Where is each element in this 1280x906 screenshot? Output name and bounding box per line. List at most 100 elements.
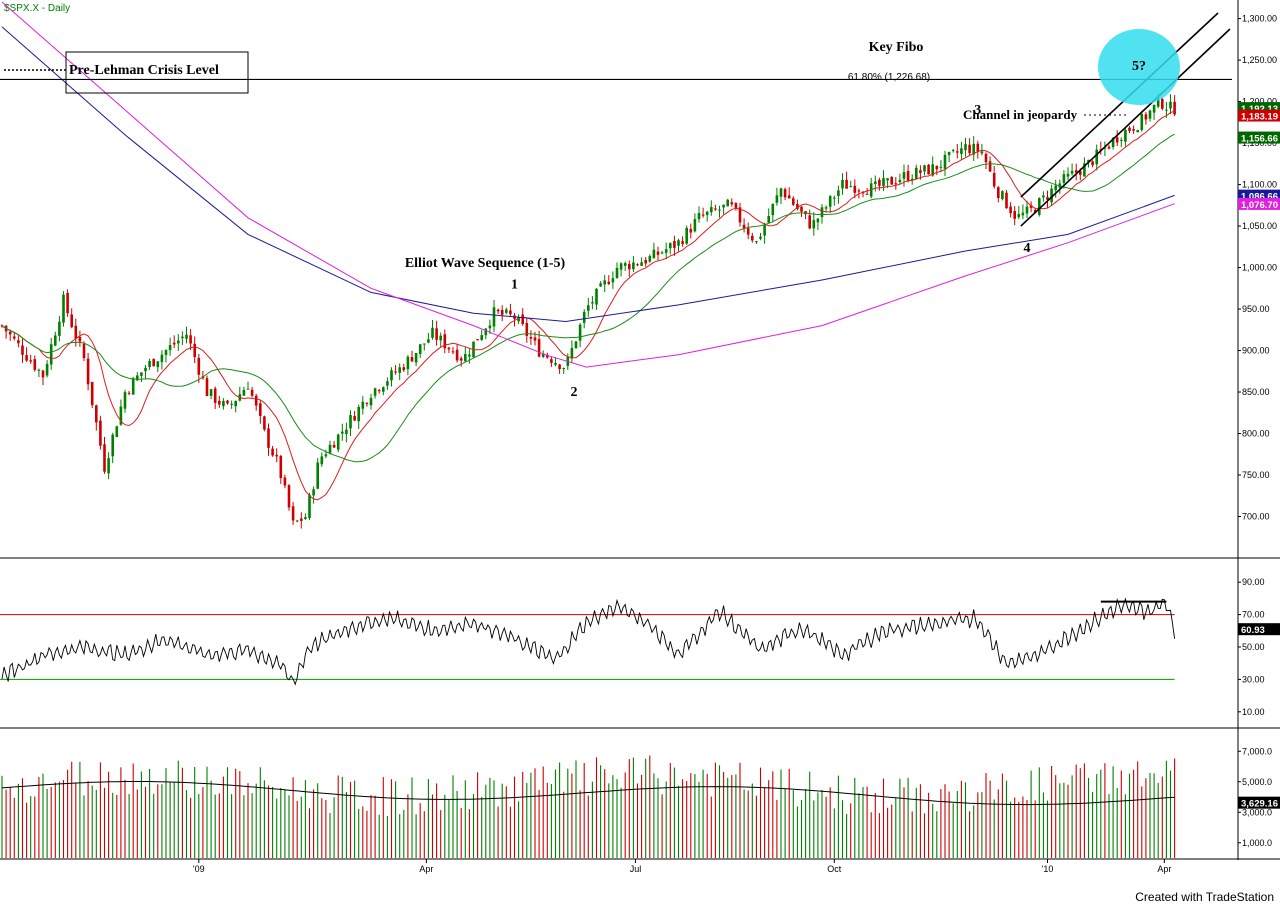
candle-body (1021, 212, 1025, 216)
candle-body (402, 367, 406, 371)
price-tick-label: 800.00 (1242, 429, 1270, 439)
price-tick-label: 1,000.00 (1242, 263, 1277, 273)
candle-body (209, 389, 213, 396)
candle-body (1001, 191, 1004, 200)
rsi-tick-label: 90.00 (1242, 577, 1265, 587)
candle-body (919, 170, 922, 173)
price-tick-label: 900.00 (1242, 346, 1270, 356)
candle-body (849, 186, 852, 188)
candle-body (119, 406, 123, 425)
candle-body (271, 448, 274, 456)
candle-body (541, 353, 545, 357)
candle-body (1066, 173, 1070, 177)
candle-body (17, 340, 20, 344)
candle-body (336, 434, 340, 450)
candle-body (406, 356, 410, 370)
candle-body (1132, 129, 1135, 131)
candle-body (833, 197, 836, 199)
price-tick-label: 700.00 (1242, 512, 1270, 522)
candle-body (148, 360, 151, 368)
candle-body (177, 340, 180, 344)
channel-upper-line (1020, 12, 1219, 198)
candle-body (1033, 209, 1037, 214)
candle-body (968, 144, 971, 154)
candle-body (640, 262, 643, 266)
candle-body (33, 359, 37, 370)
candle-body (193, 343, 196, 358)
candle-body (45, 363, 49, 376)
candle-body (468, 354, 471, 357)
candle-body (554, 362, 557, 365)
candle-body (685, 227, 688, 244)
candle-body (546, 354, 549, 358)
rsi-tick-label: 70.00 (1242, 610, 1265, 620)
candle-body (464, 354, 467, 362)
wave-3-label: 3 (974, 103, 981, 118)
candle-body (484, 328, 488, 336)
candle-body (279, 455, 283, 478)
candle-body (902, 172, 906, 179)
key-fibo-label: Key Fibo (869, 40, 924, 55)
candle-body (1046, 197, 1049, 200)
candle-body (574, 341, 578, 349)
price-tick-label: 1,050.00 (1242, 221, 1277, 231)
candle-body (730, 202, 734, 205)
last-value-label: 1,076.70 (1241, 200, 1278, 211)
candle-body (54, 335, 57, 346)
candle-body (74, 325, 78, 339)
annotations: Key Fibo 61.80% (1,226.68) Pre-Lehman Cris… (0, 12, 1232, 400)
candle-body (775, 195, 779, 203)
candle-body (845, 179, 848, 189)
pre-lehman-label: Pre-Lehman Crisis Level (69, 63, 219, 78)
candle-body (246, 388, 250, 390)
candle-body (1017, 213, 1021, 218)
candle-body (418, 344, 422, 354)
candle-body (365, 403, 369, 405)
candle-body (582, 312, 586, 323)
candle-body (29, 360, 32, 362)
candle-body (345, 429, 348, 435)
candle-body (997, 187, 1000, 198)
candle-body (361, 401, 365, 409)
rsi-last-value-box (1238, 623, 1280, 636)
candle-body (714, 208, 717, 210)
candle-body (250, 389, 254, 396)
volume-panel (1, 755, 1176, 858)
candle-body (312, 489, 315, 496)
moving-averages (1, 1, 1175, 501)
rsi-tick-label: 30.00 (1242, 674, 1265, 684)
volume-last-value-box (1238, 796, 1280, 809)
candle-body (1107, 146, 1111, 149)
candle-body (21, 345, 24, 355)
candle-body (455, 349, 459, 361)
last-value-label: 1,156.66 (1241, 134, 1278, 145)
candle-body (295, 520, 299, 522)
candle-body (144, 367, 147, 372)
candle-body (324, 454, 328, 457)
candle-body (726, 199, 729, 207)
candle-body (1124, 129, 1127, 142)
candle-body (78, 336, 82, 342)
candle-body (189, 335, 192, 344)
candle-body (697, 213, 701, 220)
candle-body (386, 381, 389, 386)
candle-body (599, 283, 602, 287)
candle-body (254, 395, 258, 406)
candle-body (181, 336, 184, 339)
candle-body (718, 209, 721, 211)
time-tick-label: Apr (419, 864, 433, 874)
candle-body (947, 151, 951, 156)
candle-body (66, 293, 69, 314)
candle-body (488, 325, 492, 329)
candle-body (980, 151, 984, 154)
candle-body (705, 211, 709, 216)
channel-jeopardy-label: Channel in jeopardy (963, 107, 1078, 122)
candle-body (570, 347, 574, 359)
candle-body (185, 334, 188, 339)
candle-body (316, 462, 319, 489)
candle-body (755, 241, 758, 243)
candle-body (898, 179, 902, 183)
candle-body (587, 305, 590, 311)
candle-body (677, 240, 680, 246)
candle-body (156, 361, 160, 368)
